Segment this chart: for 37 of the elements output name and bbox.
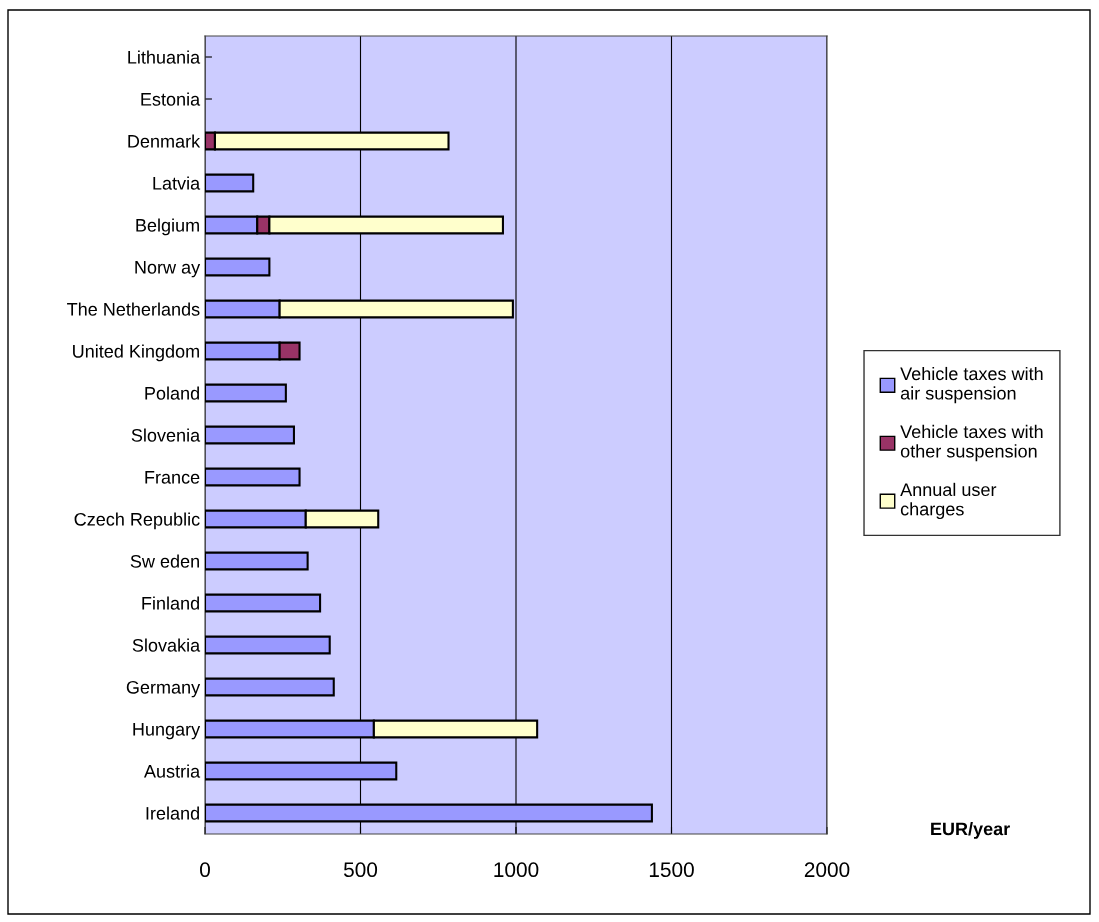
x-tick-label: 2000 xyxy=(804,862,850,878)
x-tick-label: 0 xyxy=(200,862,210,878)
x-tick-label: 1000 xyxy=(494,862,539,878)
legend-label: Vehicle taxes with air suspension xyxy=(900,366,1043,404)
x-tick-label: 1500 xyxy=(649,862,694,878)
y-tick-label: Belgium xyxy=(136,218,199,236)
x-tick-label: 500 xyxy=(343,862,378,878)
legend-label: Vehicle taxes with other suspension xyxy=(900,424,1043,462)
bar xyxy=(205,383,287,403)
y-tick-label: Finland xyxy=(142,596,199,610)
y-tick-label: Slovenia xyxy=(131,428,201,442)
y-tick-label: Hungary xyxy=(133,723,201,740)
y-tick-label: Czech Republic xyxy=(74,512,200,530)
bar xyxy=(205,635,331,655)
y-tick-label: Estonia xyxy=(141,92,201,106)
bar xyxy=(205,257,271,277)
y-tick-label: Latvia xyxy=(153,176,201,190)
y-tick-label: The Netherlands xyxy=(67,302,200,316)
y-tick-label: Sw eden xyxy=(130,554,199,568)
y-tick-label: Germany xyxy=(126,680,201,698)
y-tick-label: United Kingdom xyxy=(73,344,199,362)
y-tick-label: Austria xyxy=(143,764,201,778)
y-tick-label: Ireland xyxy=(146,806,199,820)
bar xyxy=(205,173,255,193)
legend-label: Annual user charges xyxy=(900,482,997,520)
y-tick-label: Lithuania xyxy=(128,50,201,64)
x-axis-title: EUR/year xyxy=(931,822,1010,839)
bar xyxy=(205,593,322,613)
bar xyxy=(205,551,309,571)
y-tick-label: Slovakia xyxy=(132,638,201,652)
y-tick-label: Poland xyxy=(145,386,199,400)
bar xyxy=(205,677,335,697)
y-tick-label: Denmark xyxy=(128,134,201,148)
y-tick-label: France xyxy=(145,471,200,484)
y-tick-label: Norw ay xyxy=(135,261,201,278)
bar xyxy=(205,425,295,445)
bar xyxy=(205,467,301,487)
